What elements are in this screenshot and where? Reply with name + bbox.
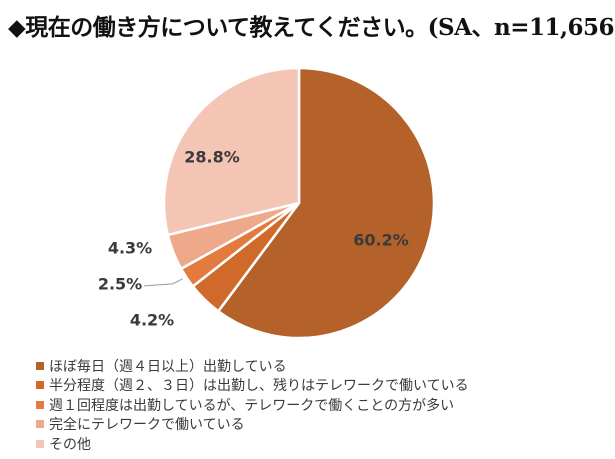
legend-item: その他 bbox=[36, 434, 469, 454]
pie-slice-1 bbox=[217, 66, 436, 340]
leader-line bbox=[143, 278, 183, 287]
legend-swatch bbox=[36, 420, 44, 429]
legend-swatch bbox=[36, 361, 44, 370]
legend-label: 半分程度（週２、３日）は出勤し、残りはテレワークで働いている bbox=[49, 378, 469, 395]
legend-swatch bbox=[36, 400, 44, 409]
legend-item: 半分程度（週２、３日）は出勤し、残りはテレワークで働いている bbox=[36, 376, 469, 396]
pie-slice-5 bbox=[162, 66, 301, 237]
slice-label-4: 4.3% bbox=[108, 239, 152, 258]
legend-label: 完全にテレワークで働いている bbox=[49, 417, 245, 434]
slice-label-2: 4.2% bbox=[130, 311, 174, 330]
slice-label-5: 28.8% bbox=[184, 148, 240, 167]
legend-item: 週１回程度は出勤しているが、テレワークで働くことの方が多い bbox=[36, 395, 469, 415]
legend-label: ほぼ毎日（週４日以上）出勤している bbox=[49, 358, 287, 375]
legend-item: 完全にテレワークで働いている bbox=[36, 415, 469, 435]
pie-chart: 60.2% 4.2% 2.5% 4.3% 28.8% bbox=[98, 66, 436, 340]
legend-item: ほぼ毎日（週４日以上）出勤している bbox=[36, 356, 469, 376]
legend-swatch bbox=[36, 381, 44, 390]
chart-title: ◆現在の働き方について教えてください。(SA、n=11,656) bbox=[8, 14, 615, 41]
legend-label: 週１回程度は出勤しているが、テレワークで働くことの方が多い bbox=[49, 397, 455, 414]
legend-label: その他 bbox=[49, 436, 91, 453]
slice-label-3: 2.5% bbox=[98, 275, 142, 294]
legend-swatch bbox=[36, 439, 44, 448]
slice-label-1: 60.2% bbox=[353, 231, 409, 250]
legend: ほぼ毎日（週４日以上）出勤している半分程度（週２、３日）は出勤し、残りはテレワー… bbox=[36, 356, 469, 454]
